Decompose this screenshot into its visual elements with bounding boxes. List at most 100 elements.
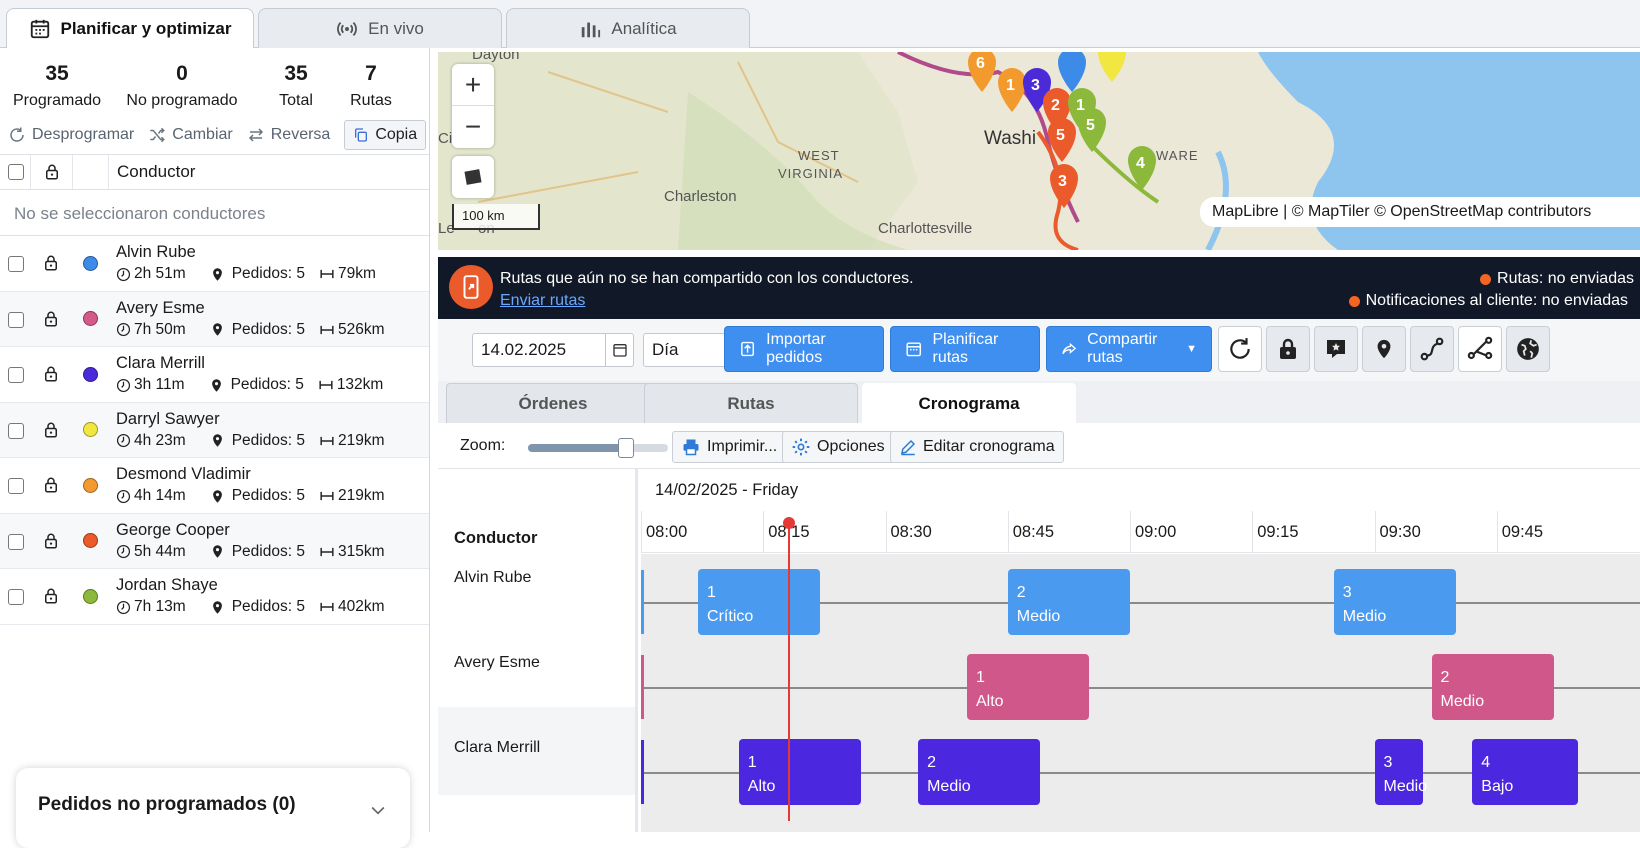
- tab-live[interactable]: En vivo: [258, 8, 502, 48]
- map-label: Charlottesville: [878, 220, 973, 237]
- driver-column-header[interactable]: Conductor: [117, 162, 196, 181]
- lock-icon[interactable]: [43, 162, 61, 182]
- plan-routes-button[interactable]: Planificar rutas: [890, 326, 1040, 372]
- route-line: [641, 687, 1640, 689]
- copy-button[interactable]: Copia: [344, 120, 427, 150]
- driver-name[interactable]: George Cooper: [116, 520, 230, 539]
- schedule-task[interactable]: 2 Medio: [1431, 654, 1554, 720]
- schedule-task[interactable]: 1 Crítico: [698, 569, 821, 635]
- driver-checkbox[interactable]: [8, 533, 24, 550]
- change-button[interactable]: Cambiar: [148, 126, 233, 144]
- driver-row[interactable]: Avery Esme 7h 50m Pedidos: 5 526km: [0, 291, 429, 347]
- locations-button[interactable]: [1362, 326, 1406, 372]
- driver-row[interactable]: Darryl Sawyer 4h 23m Pedidos: 5 219km: [0, 402, 429, 458]
- zoom-slider[interactable]: [528, 438, 668, 458]
- tab-orders[interactable]: Órdenes: [446, 383, 660, 423]
- lock-icon[interactable]: [42, 309, 60, 329]
- unscheduled-title: Pedidos no programados (0): [38, 794, 296, 815]
- unschedule-button[interactable]: Desprogramar: [8, 126, 134, 144]
- lock-icon[interactable]: [42, 364, 60, 384]
- driver-row[interactable]: George Cooper 5h 44m Pedidos: 5 315km: [0, 513, 429, 569]
- lock-icon[interactable]: [42, 586, 60, 606]
- unscheduled-orders-panel[interactable]: Pedidos no programados (0): [16, 768, 410, 848]
- driver-orders: Pedidos: 5: [210, 543, 305, 561]
- driver-name[interactable]: Alvin Rube: [116, 243, 196, 262]
- schedule-task[interactable]: 3 Medio: [1333, 569, 1456, 635]
- import-orders-button[interactable]: Importar pedidos: [724, 326, 884, 372]
- print-button[interactable]: Imprimir...: [672, 431, 787, 463]
- schedule-task[interactable]: 1 Alto: [738, 739, 862, 805]
- driver-row[interactable]: Jordan Shaye 7h 13m Pedidos: 5 402km: [0, 569, 429, 625]
- route-split-button[interactable]: [1458, 326, 1502, 372]
- route-map[interactable]: 613 215 534 Dayton ati Cin WEST VIRGINIA…: [438, 52, 1640, 250]
- date-picker[interactable]: 14.02.2025: [472, 333, 634, 367]
- driver-orders-text: Pedidos: 5: [231, 320, 305, 338]
- printer-icon: [683, 439, 699, 456]
- globe-button[interactable]: [1506, 326, 1550, 372]
- stat-label: No programado: [126, 92, 238, 109]
- schedule-task[interactable]: 1 Alto: [967, 654, 1090, 720]
- share-label: Compartir rutas: [1087, 331, 1158, 366]
- tab-routes[interactable]: Rutas: [644, 383, 858, 423]
- send-routes-link[interactable]: Enviar rutas: [500, 292, 586, 309]
- options-button[interactable]: Opciones: [782, 431, 894, 463]
- driver-duration-text: 4h 23m: [134, 431, 186, 449]
- driver-checkbox[interactable]: [8, 311, 24, 328]
- driver-checkbox[interactable]: [8, 589, 24, 605]
- task-priority: Medio: [1383, 778, 1428, 795]
- driver-checkbox[interactable]: [8, 367, 24, 383]
- zoom-out-button[interactable]: −: [464, 111, 482, 142]
- schedule-task[interactable]: 2 Medio: [918, 739, 1041, 805]
- driver-orders-text: Pedidos: 5: [231, 487, 305, 505]
- driver-checkbox[interactable]: [8, 256, 24, 272]
- timeline-driver-column: Conductor Alvin Rube Avery Esme Clara Me…: [438, 469, 638, 832]
- driver-name[interactable]: Avery Esme: [116, 298, 205, 317]
- share-routes-button[interactable]: Compartir rutas ▼: [1046, 326, 1212, 372]
- lock-icon[interactable]: [42, 420, 60, 440]
- tab-analytics[interactable]: Analítica: [506, 8, 750, 48]
- driver-name[interactable]: Jordan Shaye: [116, 576, 218, 595]
- distance-icon: [320, 325, 334, 334]
- svg-text:5: 5: [1056, 127, 1065, 144]
- edit-schedule-button[interactable]: Editar cronograma: [890, 431, 1064, 463]
- task-priority: Alto: [747, 778, 776, 795]
- schedule-task[interactable]: 3 Medio: [1374, 739, 1428, 805]
- clock-icon: [116, 378, 131, 392]
- task-priority: Medio: [927, 778, 971, 795]
- schedule-task[interactable]: 2 Medio: [1007, 569, 1130, 635]
- zoom-in-button[interactable]: +: [452, 64, 494, 106]
- chevron-down-icon[interactable]: [368, 800, 388, 820]
- favorite-message-button[interactable]: [1314, 326, 1358, 372]
- tab-schedule[interactable]: Cronograma: [862, 383, 1076, 423]
- schedule-task[interactable]: 4 Bajo: [1472, 739, 1579, 805]
- zoom-slider-thumb[interactable]: [618, 438, 634, 458]
- lock-button[interactable]: [1266, 326, 1310, 372]
- distance-icon: [320, 436, 334, 445]
- reverse-button[interactable]: Reversa: [247, 126, 330, 144]
- driver-name[interactable]: Desmond Vladimir: [116, 465, 251, 484]
- calendar-icon[interactable]: [605, 334, 633, 366]
- driver-duration-text: 4h 14m: [134, 487, 186, 505]
- driver-checkbox[interactable]: [8, 422, 24, 439]
- route-path-button[interactable]: [1410, 326, 1454, 372]
- lock-icon[interactable]: [42, 531, 60, 551]
- clock-icon: [116, 323, 131, 337]
- map-attribution[interactable]: MapLibre | © MapTiler © OpenStreetMap co…: [1200, 197, 1640, 227]
- tab-plan-optimize[interactable]: Planificar y optimizar: [6, 8, 254, 49]
- refresh-button[interactable]: [1218, 326, 1262, 372]
- driver-row[interactable]: Clara Merrill 3h 11m Pedidos: 5 132km: [0, 347, 429, 403]
- options-label: Opciones: [817, 438, 885, 455]
- driver-name[interactable]: Clara Merrill: [116, 354, 205, 373]
- driver-row[interactable]: Desmond Vladimir 4h 14m Pedidos: 5 219km: [0, 458, 429, 514]
- select-all-checkbox[interactable]: [8, 164, 24, 180]
- draw-polygon-button[interactable]: [452, 156, 494, 198]
- lock-icon[interactable]: [42, 253, 60, 273]
- route-start-marker: [641, 570, 644, 634]
- stat-value: 35: [45, 62, 69, 85]
- driver-color-dot: [82, 477, 98, 493]
- driver-name[interactable]: Darryl Sawyer: [116, 409, 220, 428]
- route-start-marker: [641, 655, 644, 719]
- driver-row[interactable]: Alvin Rube 2h 51m Pedidos: 5 79km: [0, 236, 429, 292]
- lock-icon[interactable]: [42, 475, 60, 495]
- driver-checkbox[interactable]: [8, 478, 24, 494]
